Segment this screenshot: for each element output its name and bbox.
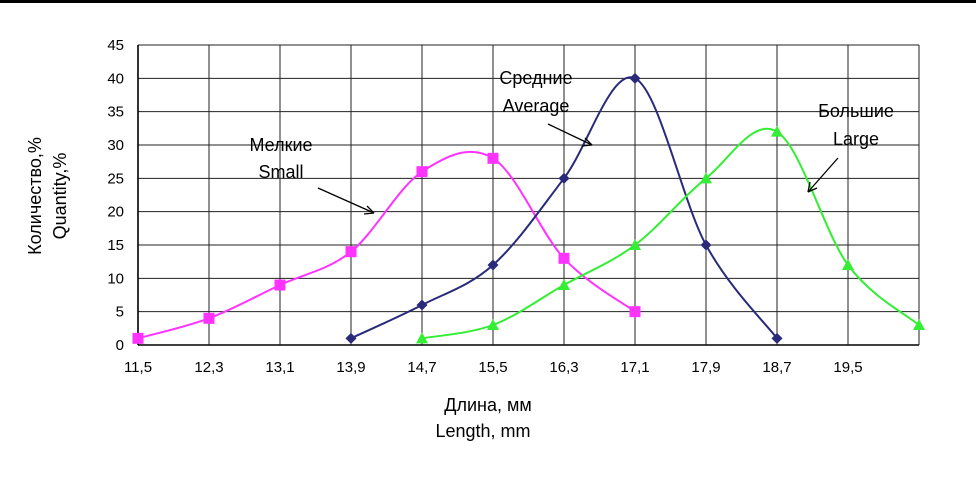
x-tick-label: 13,9 [336,359,365,376]
y-tick-label: 20 [107,204,124,221]
x-tick-label: 17,1 [620,359,649,376]
arrow-average-head [581,137,593,147]
y-tick-label: 40 [107,70,124,87]
series-line-small [137,150,636,340]
point-large [558,279,570,290]
x-tick-labels: 11,5 12,3 13,1 13,9 14,7 15,5 16,3 17,1 17,9 18,7… [124,359,863,376]
annotations: Мелкие Small Средние Average Большие Lar… [249,68,894,215]
arrow-average [547,123,593,146]
y-tick-label: 10 [107,270,124,287]
series-lines [137,76,920,340]
point-average [416,299,428,311]
arrow-large-head [807,181,818,193]
arrow-small [317,187,375,214]
x-tick-label: 13,1 [265,359,294,376]
point-average [345,332,357,344]
label-large-ru: Большие [818,101,894,121]
x-tick-label: 12,3 [194,359,223,376]
label-small-en: Small [258,162,303,182]
y-tick-labels: 0 5 10 15 20 25 30 35 40 45 [107,37,124,354]
y-tick-label: 15 [107,237,124,254]
point-small [416,166,428,178]
x-tick-label: 17,9 [691,359,720,376]
point-large [771,125,783,137]
y-tick-label: 25 [107,170,124,187]
point-small [487,152,499,164]
point-average [487,259,499,271]
arrow-small-head [363,205,375,215]
x-tick-label: 11,5 [124,359,152,376]
y-axis-label-en: Quantity,% [50,153,70,240]
x-tick-label: 18,7 [762,359,791,376]
label-average-en: Average [503,96,570,116]
point-average [771,332,783,344]
x-axis-label-ru: Длина, мм [444,395,531,415]
y-tick-label: 5 [116,304,124,321]
label-average-ru: Средние [499,68,572,88]
y-axis-label-ru: Количество,% [25,137,45,255]
point-small [345,246,357,258]
series-markers [132,72,925,344]
y-tick-label: 0 [116,337,124,354]
arrow-large [807,157,839,193]
label-large-en: Large [833,129,879,149]
point-large [629,239,641,250]
x-tick-label: 19,5 [833,359,862,376]
label-small-ru: Мелкие [249,135,312,155]
point-average [558,172,570,184]
point-large [487,319,499,330]
y-tick-label: 35 [107,104,124,121]
point-small [203,312,215,324]
y-tick-label: 30 [107,137,124,154]
point-small [132,332,144,344]
point-large [700,172,712,184]
point-average [629,72,641,84]
point-large [416,332,428,344]
x-tick-label: 14,7 [407,359,436,376]
series-line-large [421,127,920,340]
x-tick-label: 16,3 [549,359,578,376]
y-tick-label: 45 [107,37,124,54]
point-average [700,239,712,251]
point-small [558,252,570,264]
x-tick-label: 15,5 [478,359,507,376]
point-large [913,319,925,330]
point-large [842,259,854,270]
point-small [629,306,641,318]
x-axis-label-en: Length, mm [435,421,530,441]
grid [137,44,920,346]
top-border [0,0,976,3]
point-small [274,279,286,291]
